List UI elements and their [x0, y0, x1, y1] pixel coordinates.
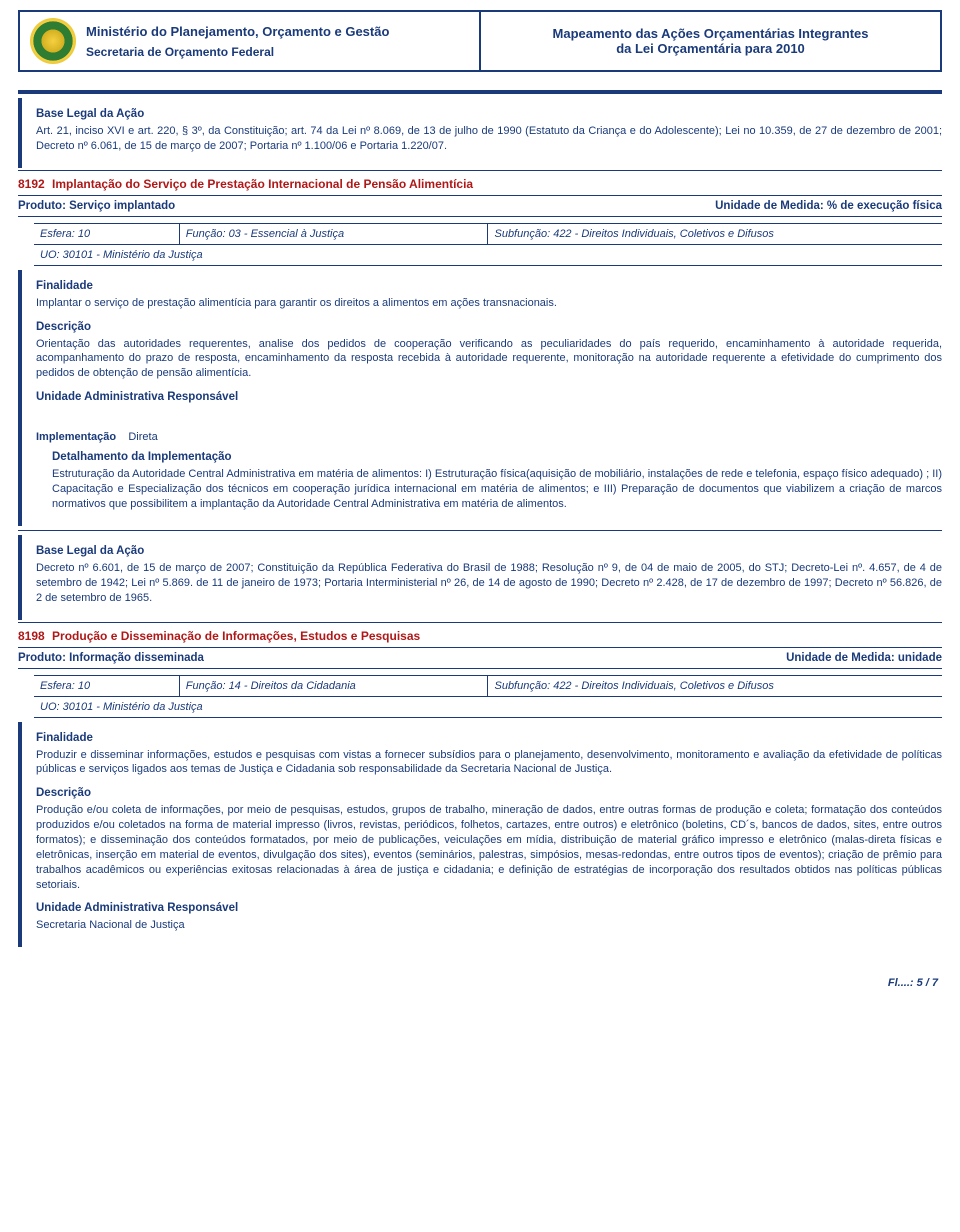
descricao-text: Orientação das autoridades requerentes, …: [36, 337, 942, 382]
action-8198-spec-table: Esfera: 10 Função: 14 - Direitos da Cida…: [34, 675, 942, 718]
doc-title-line2: da Lei Orçamentária para 2010: [616, 41, 805, 56]
descricao-text: Produção e/ou coleta de informações, por…: [36, 803, 942, 892]
divider: [18, 530, 942, 532]
esfera-cell: Esfera: 10: [34, 223, 179, 244]
action-8192-product-bar: Produto: Serviço implantado Unidade de M…: [18, 195, 942, 217]
finalidade-text: Implantar o serviço de prestação aliment…: [36, 296, 942, 311]
action-title-text: Implantação do Serviço de Prestação Inte…: [52, 177, 473, 191]
divider: [18, 90, 942, 94]
detalhamento-text: Estruturação da Autoridade Central Admin…: [52, 467, 942, 512]
page-footer: Fl....: 5 / 7: [18, 977, 942, 989]
funcao-cell: Função: 14 - Direitos da Cidadania: [179, 675, 488, 696]
section-base-legal-top: Base Legal da Ação Art. 21, inciso XVI e…: [18, 98, 942, 168]
action-8198-title: 8198 Produção e Disseminação de Informaç…: [18, 622, 942, 647]
product-label: Produto: Serviço implantado: [18, 200, 175, 212]
action-code: 8192: [18, 177, 45, 191]
implementacao-line: Implementação Direta: [36, 431, 942, 443]
descricao-heading: Descrição: [36, 321, 942, 333]
detalhamento-heading: Detalhamento da Implementação: [52, 451, 942, 463]
implementacao-label: Implementação: [36, 431, 116, 443]
base-legal-text: Art. 21, inciso XVI e art. 220, § 3º, da…: [36, 124, 942, 154]
action-8198-body: Finalidade Produzir e disseminar informa…: [18, 722, 942, 948]
unit-label: Unidade de Medida: unidade: [786, 652, 942, 664]
secretariat-name: Secretaria de Orçamento Federal: [86, 45, 389, 59]
action-8192-body: Finalidade Implantar o serviço de presta…: [18, 270, 942, 526]
product-label: Produto: Informação disseminada: [18, 652, 204, 664]
brazil-seal-icon: [30, 18, 76, 64]
action-8192-spec-table: Esfera: 10 Função: 03 - Essencial à Just…: [34, 223, 942, 266]
uo-cell: UO: 30101 - Ministério da Justiça: [34, 244, 942, 265]
unit-label: Unidade de Medida: % de execução física: [715, 200, 942, 212]
subfuncao-cell: Subfunção: 422 - Direitos Individuais, C…: [488, 675, 942, 696]
base-legal-heading: Base Legal da Ação: [36, 545, 942, 557]
action-code: 8198: [18, 629, 45, 643]
esfera-cell: Esfera: 10: [34, 675, 179, 696]
subfuncao-cell: Subfunção: 422 - Direitos Individuais, C…: [488, 223, 942, 244]
uo-cell: UO: 30101 - Ministério da Justiça: [34, 696, 942, 717]
doc-title-line1: Mapeamento das Ações Orçamentárias Integ…: [553, 26, 869, 41]
uar-heading: Unidade Administrativa Responsável: [36, 391, 942, 403]
action-8198-product-bar: Produto: Informação disseminada Unidade …: [18, 647, 942, 669]
uar-text: Secretaria Nacional de Justiça: [36, 918, 942, 933]
ministry-name: Ministério do Planejamento, Orçamento e …: [86, 24, 389, 39]
finalidade-text: Produzir e disseminar informações, estud…: [36, 748, 942, 778]
base-legal-heading: Base Legal da Ação: [36, 108, 942, 120]
page-header: Ministério do Planejamento, Orçamento e …: [18, 10, 942, 72]
action-8192-base-legal: Base Legal da Ação Decreto nº 6.601, de …: [18, 535, 942, 620]
finalidade-heading: Finalidade: [36, 732, 942, 744]
funcao-cell: Função: 03 - Essencial à Justiça: [179, 223, 488, 244]
implementacao-value: Direta: [128, 431, 157, 443]
descricao-heading: Descrição: [36, 787, 942, 799]
action-title-text: Produção e Disseminação de Informações, …: [52, 629, 420, 643]
base-legal-text: Decreto nº 6.601, de 15 de março de 2007…: [36, 561, 942, 606]
header-right: Mapeamento das Ações Orçamentárias Integ…: [481, 12, 940, 70]
finalidade-heading: Finalidade: [36, 280, 942, 292]
header-left: Ministério do Planejamento, Orçamento e …: [20, 12, 481, 70]
action-8192-title: 8192 Implantação do Serviço de Prestação…: [18, 170, 942, 195]
uar-heading: Unidade Administrativa Responsável: [36, 902, 942, 914]
